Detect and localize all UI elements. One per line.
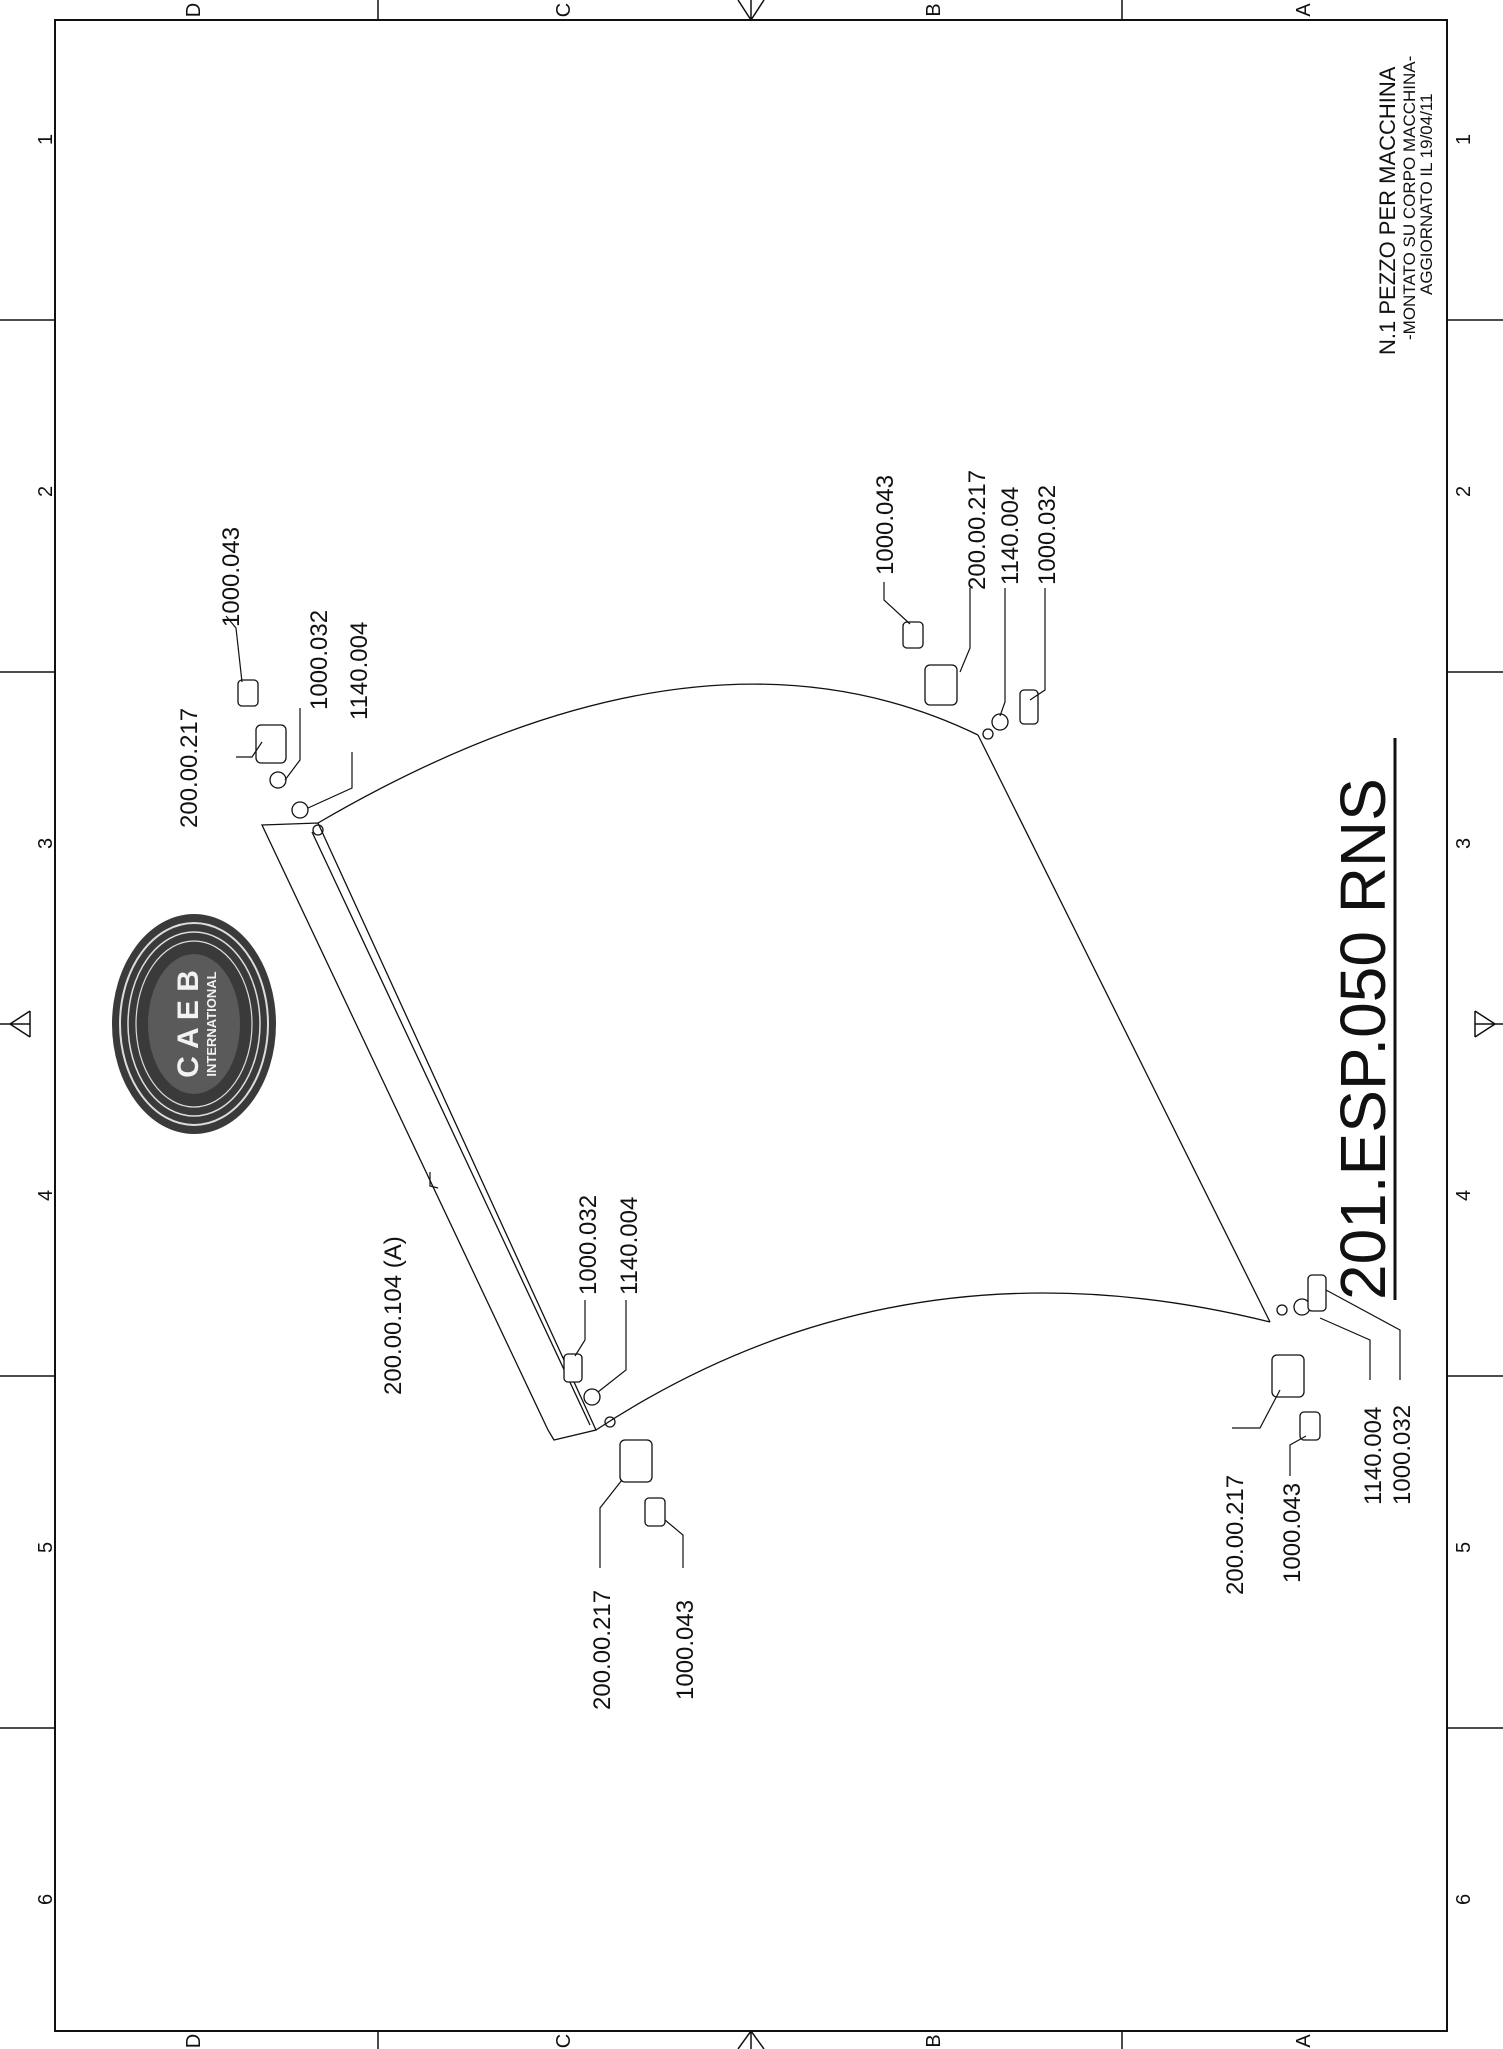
zone-number-left: 1 (35, 134, 57, 145)
label-br-nut: 1000.043 (1279, 1483, 1306, 1583)
leader-lines (225, 582, 1401, 1568)
note-line-3: AGGIORNATO IL 19/04/11 (1417, 93, 1436, 295)
callout-labels: 1000.043 200.00.217 1000.032 1140.004 10… (176, 470, 1416, 1710)
zone-letters: D C B A D C B A (183, 3, 1315, 2049)
zone-letter-top: A (1293, 3, 1315, 17)
label-bl-screw: 1000.032 (575, 1195, 602, 1295)
zone-letter-bottom: C (553, 2034, 575, 2048)
label-bl-washer: 1140.004 (616, 1197, 643, 1295)
zone-letter-bottom: A (1293, 2034, 1315, 2048)
zone-number-right: 1 (1453, 134, 1475, 145)
label-br-washer: 1140.004 (1360, 1407, 1387, 1505)
zone-letter-bottom: D (183, 2034, 205, 2048)
zone-number-right: 3 (1453, 838, 1475, 849)
zone-letter-top: D (183, 3, 205, 17)
zone-number-right: 4 (1453, 1190, 1475, 1201)
zone-number-left: 6 (35, 1894, 57, 1905)
label-tl-screw: 1000.032 (306, 610, 333, 710)
drawing-title: 201.ESP.050 RNS (1327, 738, 1399, 1300)
label-tl-bush: 200.00.217 (176, 708, 203, 828)
drawing-code: 201.ESP.050 RNS (1327, 778, 1399, 1300)
note-block: N.1 PEZZO PER MACCHINA -MONTATO SU CORPO… (1375, 56, 1436, 355)
label-br-screw: 1000.032 (1389, 1405, 1416, 1505)
caeb-logo: C A E B INTERNATIONAL (112, 914, 276, 1134)
zone-numbers: 1 2 3 4 5 6 1 2 3 4 5 6 (35, 134, 1475, 1905)
label-bl-bush: 200.00.217 (589, 1590, 616, 1710)
note-line-1: N.1 PEZZO PER MACCHINA (1375, 66, 1400, 355)
label-panel: 200.00.104 (A) (380, 1236, 407, 1395)
logo-subtitle: INTERNATIONAL (204, 971, 219, 1076)
zone-number-right: 6 (1453, 1894, 1475, 1905)
label-bl-nut: 1000.043 (672, 1600, 699, 1700)
zone-letter-bottom: B (923, 2034, 945, 2047)
zone-number-left: 3 (35, 838, 57, 849)
note-line-2: -MONTATO SU CORPO MACCHINA- (1400, 56, 1419, 340)
logo-letters: C A E B (172, 970, 205, 1078)
zone-number-left: 5 (35, 1542, 57, 1553)
label-tr-screw: 1000.032 (1034, 485, 1061, 585)
label-tr-washer: 1140.004 (997, 487, 1024, 585)
label-tr-bush: 200.00.217 (964, 470, 991, 590)
label-tl-washer: 1140.004 (346, 622, 373, 720)
zone-letter-top: B (923, 3, 945, 16)
label-br-bush: 200.00.217 (1222, 1475, 1249, 1595)
zone-number-left: 2 (35, 486, 57, 497)
zone-letter-top: C (553, 3, 575, 17)
label-tr-nut: 1000.043 (872, 475, 899, 575)
fasteners (237, 621, 1327, 1527)
zone-number-left: 4 (35, 1190, 57, 1201)
panel-part (260, 683, 1288, 1441)
label-tl-nut: 1000.043 (218, 527, 245, 627)
zone-number-right: 5 (1453, 1542, 1475, 1553)
zone-number-right: 2 (1453, 486, 1475, 497)
